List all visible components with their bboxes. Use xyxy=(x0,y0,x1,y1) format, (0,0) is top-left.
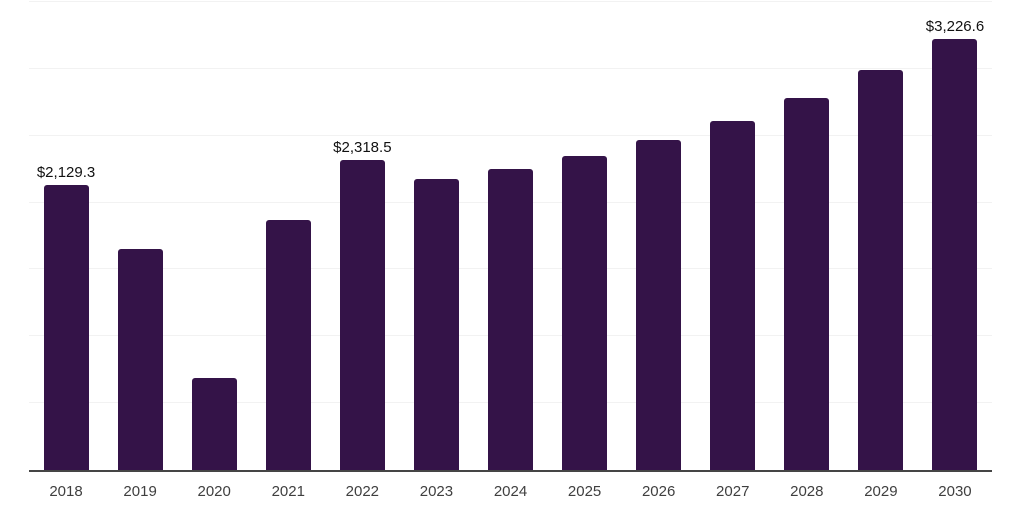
x-tick-2029: 2029 xyxy=(864,483,898,500)
bar-2020[interactable] xyxy=(191,377,237,470)
bar-slot-2018: $2,129.3 xyxy=(29,2,103,470)
bar-slot-2029 xyxy=(844,2,918,470)
bar-2022[interactable]: $2,318.5 xyxy=(333,140,392,470)
x-tick-2027: 2027 xyxy=(716,483,750,500)
bar-2028[interactable] xyxy=(784,98,830,470)
bar-2023[interactable] xyxy=(413,178,459,470)
bar-2026[interactable] xyxy=(636,140,682,470)
data-label-2022: $2,318.5 xyxy=(333,138,392,156)
bar-slot-2020 xyxy=(177,2,251,470)
bar-2024[interactable] xyxy=(488,169,533,470)
data-label-2018: $2,129.3 xyxy=(36,164,96,182)
x-tick-2023: 2023 xyxy=(419,483,454,500)
x-axis-tick-labels: 2018 2019 2020 2021 2022 2023 2024 2025 2026 2027… xyxy=(29,483,992,501)
x-tick-2021: 2021 xyxy=(271,483,305,500)
x-tick-2019: 2019 xyxy=(123,483,157,500)
gridline-3000 xyxy=(29,67,992,69)
plot-area: $2,129.3 $2,318.5 $3,226.6 xyxy=(29,1,992,470)
bar-slot-2019 xyxy=(103,2,177,470)
bar-slot-2023 xyxy=(399,2,473,470)
bar-2021[interactable] xyxy=(265,219,311,470)
bar-slot-2025 xyxy=(548,2,622,470)
bar-slot-2027 xyxy=(696,2,770,470)
bar-slot-2028 xyxy=(770,2,844,470)
bar-slot-2022: $2,318.5 xyxy=(325,2,399,470)
x-axis-line xyxy=(29,470,992,472)
bars-layer: $2,129.3 $2,318.5 $3,226.6 xyxy=(29,2,992,470)
x-tick-2026: 2026 xyxy=(641,483,676,500)
bar-2019[interactable] xyxy=(117,249,163,470)
bar-slot-2026 xyxy=(622,2,696,470)
gridline-2500 xyxy=(29,134,992,136)
x-tick-2030: 2030 xyxy=(938,483,972,500)
data-label-2030: $3,226.6 xyxy=(925,17,985,35)
bar-slot-2021 xyxy=(251,2,325,470)
bar-2027[interactable] xyxy=(710,121,756,470)
x-tick-2022: 2022 xyxy=(345,483,380,500)
x-tick-2024: 2024 xyxy=(493,483,528,500)
x-tick-2018: 2018 xyxy=(49,483,83,500)
bar-2029[interactable] xyxy=(858,70,904,470)
bar-slot-2024 xyxy=(473,2,547,470)
x-tick-2028: 2028 xyxy=(790,483,824,500)
x-tick-2025: 2025 xyxy=(567,483,602,500)
bar-2025[interactable] xyxy=(562,155,608,470)
bar-slot-2030: $3,226.6 xyxy=(918,2,992,470)
gridline-3500 xyxy=(29,1,992,2)
x-tick-2020: 2020 xyxy=(197,483,231,500)
bar-2018[interactable]: $2,129.3 xyxy=(37,165,95,470)
bar-2030[interactable]: $3,226.6 xyxy=(926,19,984,470)
